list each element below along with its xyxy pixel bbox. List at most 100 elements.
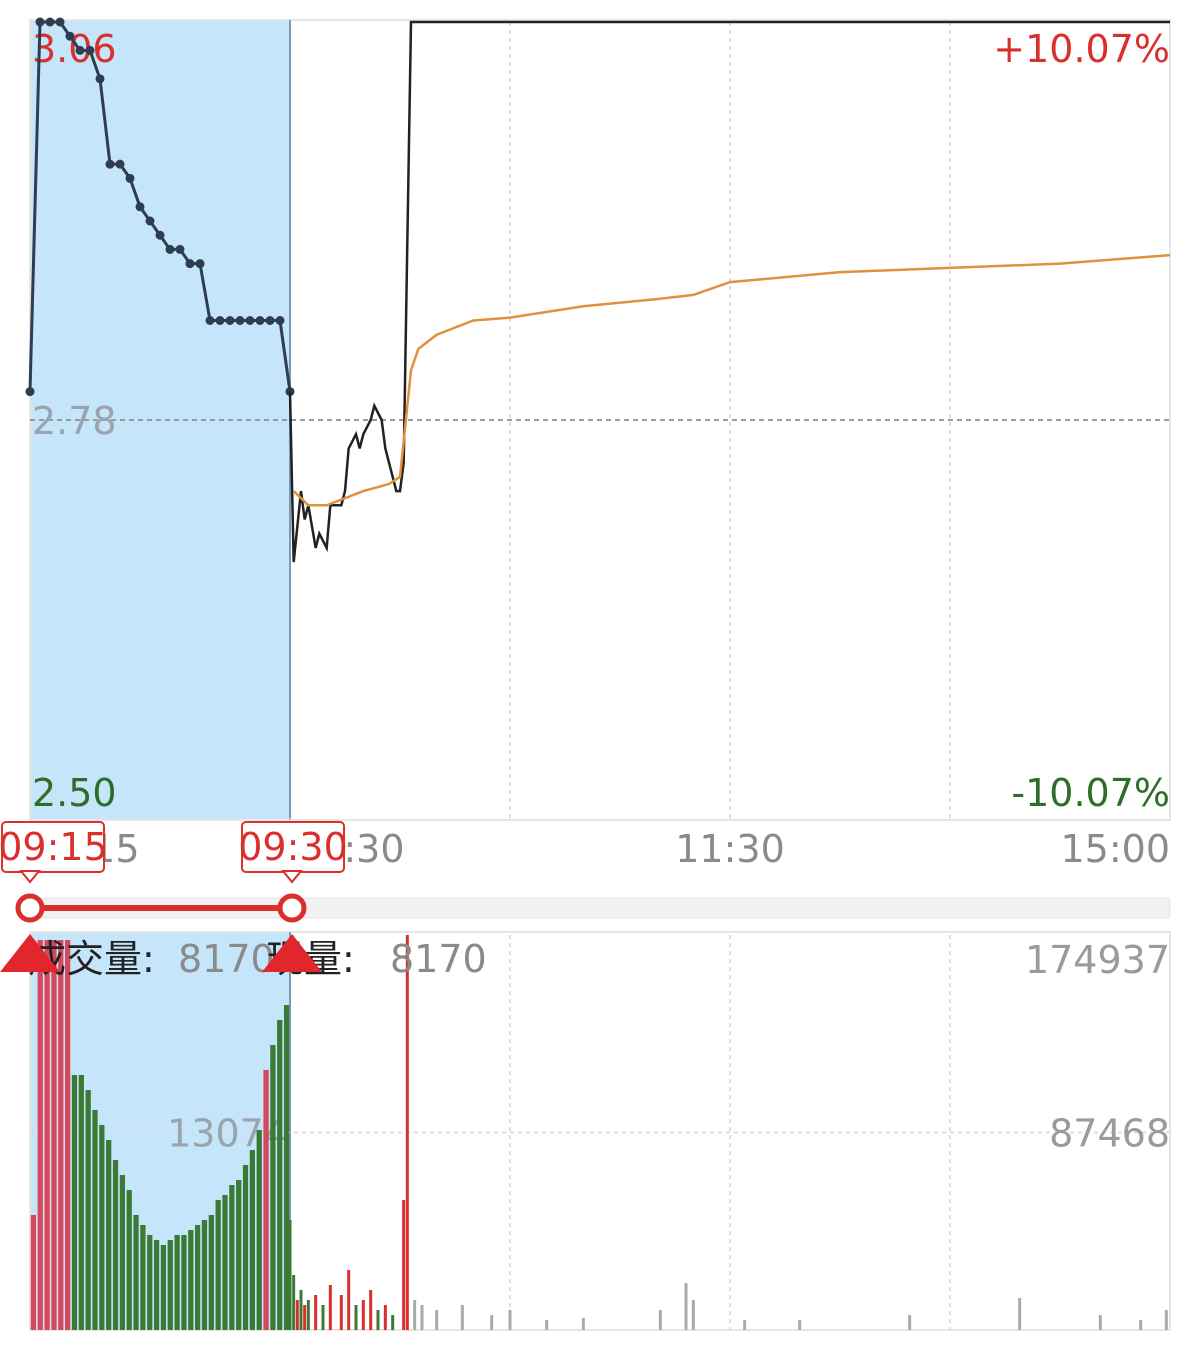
auction-price-point xyxy=(85,45,95,55)
auction-price-point xyxy=(275,316,285,325)
volume-bar xyxy=(1164,1309,1168,1330)
auction-volume-bar xyxy=(208,1214,214,1330)
volume-bar xyxy=(691,1299,695,1330)
volume-bar xyxy=(490,1315,494,1330)
volume-bar xyxy=(339,1294,343,1330)
auction-volume-bar xyxy=(78,1074,84,1330)
auction-volume-bar xyxy=(249,1149,255,1330)
auction-volume-bar xyxy=(256,1129,262,1330)
y-tick-label: 2.50 xyxy=(32,771,117,815)
auction-price-point xyxy=(255,316,265,325)
auction-volume-bar xyxy=(65,939,71,1330)
auction-volume-bar xyxy=(222,1194,228,1330)
volume-bar xyxy=(1139,1319,1143,1330)
auction-volume-bar xyxy=(71,1074,78,1330)
auction-price-point xyxy=(215,316,225,325)
volume-bar xyxy=(420,1304,424,1330)
volume-bar xyxy=(354,1304,358,1330)
volume-bar xyxy=(508,1309,512,1330)
auction-volume-bar xyxy=(99,1124,105,1330)
volume-bar xyxy=(361,1299,365,1330)
volume-bar xyxy=(369,1290,373,1330)
volume-bar xyxy=(435,1309,439,1330)
auction-price-point xyxy=(175,244,185,254)
selector-handle[interactable] xyxy=(277,893,307,923)
volume-bar xyxy=(303,1304,307,1330)
auction-volume-bar xyxy=(147,1234,153,1330)
auction-price-point xyxy=(185,259,195,269)
volume-bar xyxy=(798,1319,802,1330)
auction-price-point xyxy=(95,74,105,84)
auction-volume-bar xyxy=(30,1214,37,1330)
volume-bar xyxy=(328,1285,332,1330)
auction-volume-bar xyxy=(153,1239,160,1330)
auction-price-point xyxy=(75,45,85,55)
auction-volume-bar xyxy=(201,1219,208,1330)
volume-tick-label: 174937 xyxy=(1025,938,1170,982)
auction-price-point xyxy=(55,17,65,27)
auction-volume-bar xyxy=(51,939,57,1330)
auction-price-point xyxy=(35,17,45,27)
y2-tick-label: +10.07% xyxy=(993,27,1170,71)
volume-frame xyxy=(29,931,1171,1331)
auction-volume-bar xyxy=(229,1184,235,1330)
selector-label-box xyxy=(1,821,105,873)
auction-volume-bar xyxy=(181,1234,187,1330)
selector-label: 09:15 xyxy=(0,825,108,869)
volume-bar xyxy=(743,1319,747,1330)
selector-handle[interactable] xyxy=(15,893,45,923)
auction-volume-bar xyxy=(92,1109,98,1330)
auction-volume-bar xyxy=(126,1189,132,1330)
y-tick-label: 2.78 xyxy=(32,399,117,443)
selector-label: 09:30 xyxy=(238,825,348,869)
selector-arrow xyxy=(262,934,322,972)
volume-total-value: 8170 xyxy=(178,937,275,981)
auction-volume-tick-label: 13074 xyxy=(167,1112,288,1156)
auction-volume-bar xyxy=(277,1019,283,1330)
auction-price-point xyxy=(145,216,155,226)
volume-bar xyxy=(314,1294,318,1330)
auction-volume-bar xyxy=(140,1224,146,1330)
auction-price-point xyxy=(225,316,235,325)
volume-bar xyxy=(405,935,409,1330)
volume-bar xyxy=(402,1199,406,1330)
volume-bar xyxy=(295,1299,299,1330)
auction-volume-bar xyxy=(188,1229,194,1330)
selector-arrow xyxy=(0,934,60,972)
auction-volume-bar xyxy=(174,1234,180,1330)
auction-volume-bar xyxy=(167,1239,173,1330)
auction-volume-bar xyxy=(37,939,43,1330)
volume-bar xyxy=(391,1315,395,1330)
auction-price-point xyxy=(195,259,205,269)
auction-price-point xyxy=(155,230,165,240)
volume-bar xyxy=(306,1299,310,1330)
y-tick-label: 3.06 xyxy=(32,27,117,71)
auction-price-point xyxy=(45,17,55,27)
auction-price-point xyxy=(115,159,125,169)
auction-volume-bar xyxy=(112,1159,119,1330)
auction-price-point xyxy=(105,159,115,169)
auction-volume-bar xyxy=(44,939,50,1330)
auction-volume-bar xyxy=(195,1224,201,1330)
volume-bar xyxy=(376,1309,380,1330)
volume-bar xyxy=(292,1275,296,1330)
auction-volume-bar xyxy=(133,1214,139,1330)
volume-bar xyxy=(383,1304,387,1330)
volume-bar xyxy=(908,1315,912,1330)
average-line xyxy=(292,253,1171,507)
volume-bar xyxy=(299,1290,303,1330)
auction-volume-bar xyxy=(242,1164,249,1330)
x-tick-label: 15:00 xyxy=(1060,827,1170,871)
auction-volume-bar xyxy=(160,1244,167,1330)
auction-price-point xyxy=(25,387,35,397)
volume-bar xyxy=(545,1319,549,1330)
auction-volume-bar xyxy=(119,1174,125,1330)
volume-bar xyxy=(581,1317,585,1330)
auction-volume-bar xyxy=(106,1139,112,1330)
volume-bar xyxy=(658,1309,662,1330)
volume-bar xyxy=(288,1220,292,1330)
auction-price-point xyxy=(65,31,75,41)
auction-price-point xyxy=(245,316,255,325)
